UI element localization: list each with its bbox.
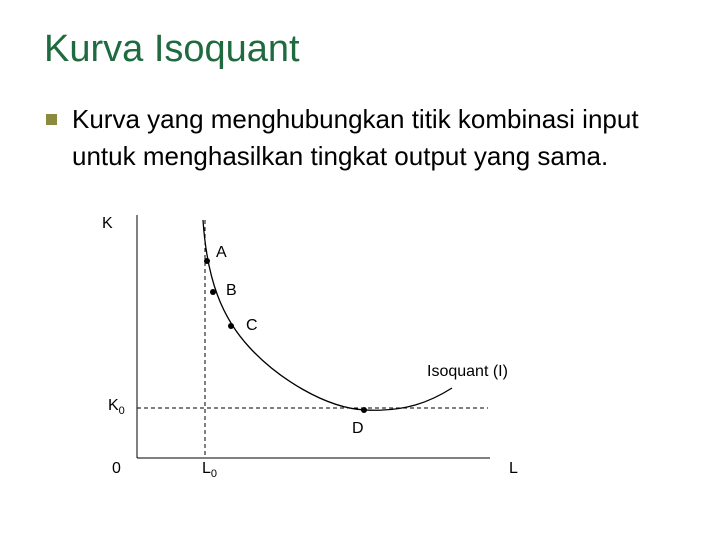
k0-label: K0	[108, 397, 125, 417]
point-c	[228, 323, 234, 329]
point-label: A	[216, 244, 227, 261]
k0-sub: 0	[119, 405, 125, 417]
point-label: B	[226, 282, 237, 299]
isoquant-curve	[202, 219, 453, 411]
bullet-text: Kurva yang menghubungkan titik kombinasi…	[72, 104, 639, 171]
point-b	[210, 289, 216, 295]
bullet-marker	[46, 114, 57, 125]
curve-label: Isoquant (I)	[427, 363, 508, 380]
point-d	[361, 407, 367, 413]
k0-main: K	[108, 397, 119, 414]
point-a	[204, 258, 210, 264]
x-axis-label: L	[509, 460, 518, 477]
y-axis-label: K	[102, 215, 113, 232]
l0-label: L0	[202, 460, 217, 480]
origin-label: 0	[112, 460, 121, 477]
slide-title: Kurva Isoquant	[44, 28, 300, 70]
point-label: D	[352, 420, 364, 437]
point-label: C	[246, 317, 258, 334]
l0-sub: 0	[211, 468, 217, 480]
l0-main: L	[202, 460, 211, 477]
